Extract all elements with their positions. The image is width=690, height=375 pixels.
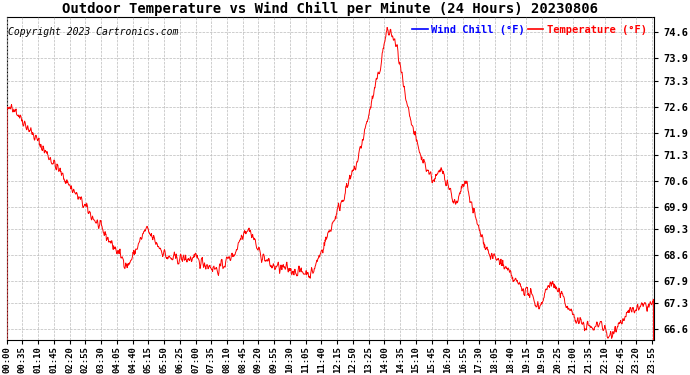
Text: Copyright 2023 Cartronics.com: Copyright 2023 Cartronics.com [8, 27, 178, 37]
Title: Outdoor Temperature vs Wind Chill per Minute (24 Hours) 20230806: Outdoor Temperature vs Wind Chill per Mi… [62, 2, 598, 16]
Legend: Wind Chill (°F), Temperature (°F): Wind Chill (°F), Temperature (°F) [410, 22, 649, 37]
